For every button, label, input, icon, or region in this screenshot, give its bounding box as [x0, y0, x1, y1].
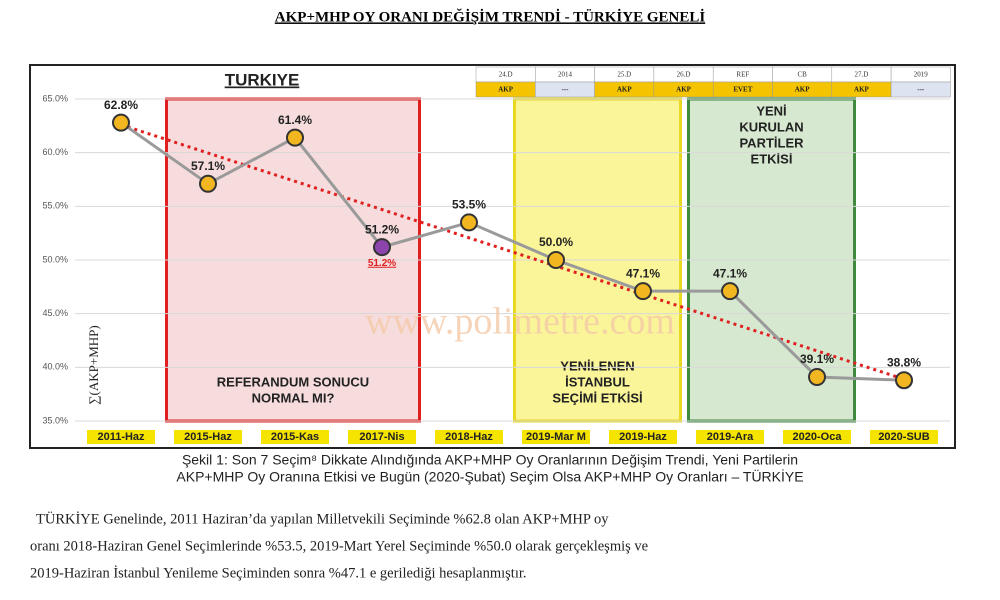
point — [721, 282, 739, 301]
value-label-extra: 51.2% — [368, 258, 396, 269]
x-tick-bg — [87, 430, 155, 444]
point — [895, 371, 913, 390]
point — [460, 213, 478, 232]
watermark: www.polimetre.com — [365, 301, 675, 343]
x-tick-label: 2015-Haz — [184, 431, 232, 443]
value-label: 57.1% — [191, 159, 225, 173]
value-label: 51.2% — [365, 222, 399, 236]
annotation-text: PARTİLER — [739, 135, 804, 150]
table-header: 2019 — [914, 71, 929, 79]
x-tick-label: 2017-Nis — [359, 431, 404, 443]
series-line — [120, 121, 905, 382]
annotation-text: NORMAL MI? — [252, 390, 335, 405]
x-tick-bg — [609, 430, 677, 444]
x-tick-label: 2018-Haz — [445, 431, 493, 443]
paragraph-line: oranı 2018-Haziran Genel Seçimlerinde %5… — [30, 538, 648, 554]
table-result: AKP — [498, 86, 514, 94]
value-label: 53.5% — [452, 198, 486, 212]
x-tick-label: 2020-SUB — [878, 431, 929, 443]
table-header: REF — [736, 71, 749, 79]
x-tick-bg — [348, 430, 416, 444]
annotation-text: KURULAN — [739, 119, 803, 134]
caption-line: AKP+MHP Oy Oranına Etkisi ve Bugün (2020… — [176, 468, 803, 485]
value-label: 61.4% — [278, 113, 312, 127]
annotation-text: ETKİSİ — [751, 151, 793, 166]
point — [286, 128, 304, 147]
value-label: 39.1% — [800, 352, 834, 366]
page-title: AKP+MHP OY ORANI DEĞİŞİM TRENDİ - TÜRKİY… — [275, 8, 706, 25]
table-result: AKP — [617, 86, 633, 94]
x-tick-label: 2011-Haz — [97, 431, 145, 443]
x-tick-bg — [174, 430, 242, 444]
x-tick-bg — [522, 430, 590, 444]
table-header: 27.D — [855, 71, 869, 79]
x-tick-label: 2020-Oca — [793, 431, 843, 443]
y-tick-label: 50.0% — [42, 254, 68, 264]
x-tick-label: 2015-Kas — [271, 431, 319, 443]
table-result: AKP — [854, 86, 870, 94]
trend-line — [120, 123, 905, 381]
point — [808, 367, 826, 386]
paragraph-line: 2019-Haziran İstanbul Yenileme Seçiminde… — [30, 565, 527, 581]
y-tick-label: 65.0% — [42, 93, 68, 103]
annotation-text: İSTANBUL — [565, 374, 630, 389]
table-result: --- — [917, 86, 925, 94]
table-header: 24.D — [499, 71, 513, 79]
table-header: 26.D — [677, 71, 691, 79]
table-result: AKP — [795, 86, 811, 94]
chart-title: TURKIYE — [225, 70, 300, 89]
table-result-cell — [890, 81, 951, 98]
annotation-text: YENİ — [756, 103, 786, 118]
annotation-text: SEÇİMİ ETKİSİ — [552, 390, 642, 405]
caption-line: Şekil 1: Son 7 Seçim⁸ Dikkate Alındığınd… — [182, 452, 798, 468]
table-header: 25.D — [617, 71, 631, 79]
point — [634, 282, 652, 301]
y-tick-label: 60.0% — [42, 147, 68, 157]
table-header: CB — [797, 71, 807, 79]
x-tick-label: 2019-Ara — [707, 431, 754, 443]
x-tick-bg — [783, 430, 851, 444]
y-tick-label: 35.0% — [42, 415, 68, 425]
value-label: 62.8% — [104, 98, 138, 112]
point — [547, 251, 565, 269]
x-tick-label: 2019-Mar M — [526, 431, 586, 443]
table-result: EVET — [733, 86, 752, 94]
paragraph-line: TÜRKİYE Genelinde, 2011 Haziran’da yapıl… — [36, 510, 609, 527]
annotation-text: REFERANDUM SONUCU — [217, 374, 369, 389]
value-label: 38.8% — [887, 355, 921, 369]
x-tick-label: 2019-Haz — [619, 431, 667, 443]
y-tick-label: 55.0% — [42, 201, 68, 211]
y-tick-label: 40.0% — [42, 362, 68, 372]
value-label: 47.1% — [713, 266, 747, 280]
annotation-text: YENİLENEN — [560, 358, 634, 373]
table-result: AKP — [676, 86, 692, 94]
value-label: 50.0% — [539, 235, 573, 249]
value-label: 47.1% — [626, 266, 660, 280]
point — [373, 238, 391, 257]
point — [199, 174, 217, 193]
y-axis-label: ∑(AKP+MHP) — [86, 325, 101, 404]
x-tick-bg — [696, 430, 764, 444]
x-tick-bg — [870, 430, 938, 444]
table-header: 2014 — [558, 71, 573, 79]
point — [112, 113, 130, 132]
table-result: --- — [561, 86, 569, 94]
x-tick-bg — [435, 430, 503, 444]
y-tick-label: 45.0% — [42, 308, 68, 318]
x-tick-bg — [261, 430, 329, 444]
